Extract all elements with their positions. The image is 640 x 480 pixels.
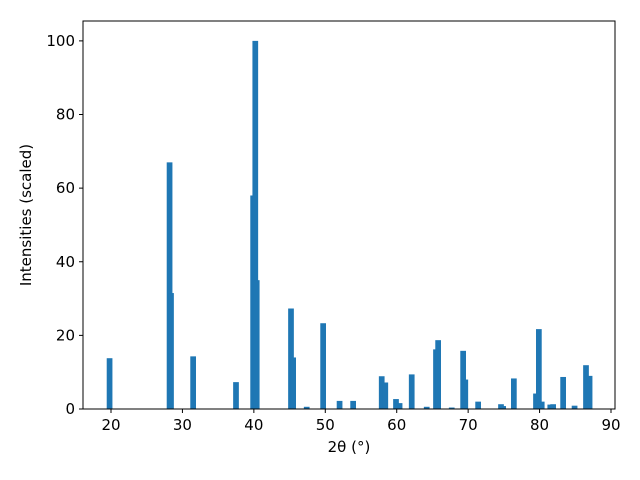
bar [336, 400, 343, 409]
bar [560, 376, 566, 409]
bar [435, 340, 441, 409]
bar [252, 40, 259, 409]
bar [233, 382, 239, 409]
x-tick-label: 50 [316, 416, 335, 434]
bar [393, 399, 399, 409]
bar [475, 401, 481, 409]
x-tick-label: 40 [244, 416, 263, 434]
bar [290, 357, 296, 409]
x-tick-label: 70 [459, 416, 478, 434]
bar [423, 406, 430, 409]
plot-frame [82, 20, 616, 410]
bar [511, 378, 517, 409]
bar [382, 382, 389, 409]
bar [448, 407, 455, 409]
bar [586, 375, 593, 409]
bar [166, 162, 173, 409]
bar [303, 406, 310, 409]
x-tick-label: 90 [601, 416, 620, 434]
bar [538, 401, 545, 409]
bar [378, 376, 385, 409]
bar [500, 406, 506, 409]
bar [583, 365, 589, 409]
bar [320, 323, 326, 409]
y-tick-label: 100 [46, 32, 75, 50]
y-tick-label: 60 [56, 179, 75, 197]
x-axis-label: 2θ (°) [328, 438, 371, 456]
y-axis-label: Intensities (scaled) [17, 144, 35, 286]
bar [190, 356, 196, 409]
y-tick-label: 20 [56, 326, 75, 344]
bar [571, 405, 578, 409]
bar [462, 379, 469, 409]
bar [350, 400, 356, 409]
bar [168, 293, 174, 409]
bar [106, 358, 113, 409]
bar [396, 403, 403, 409]
x-tick-label: 20 [101, 416, 120, 434]
bar [408, 374, 415, 409]
x-tick-label: 30 [173, 416, 192, 434]
x-tick-label: 80 [530, 416, 549, 434]
bar [536, 329, 542, 409]
y-tick-label: 80 [56, 106, 75, 124]
x-tick-label: 60 [387, 416, 406, 434]
y-tick-label: 0 [65, 400, 75, 418]
bar [253, 280, 260, 409]
y-tick-label: 40 [56, 253, 75, 271]
bar [550, 404, 556, 409]
